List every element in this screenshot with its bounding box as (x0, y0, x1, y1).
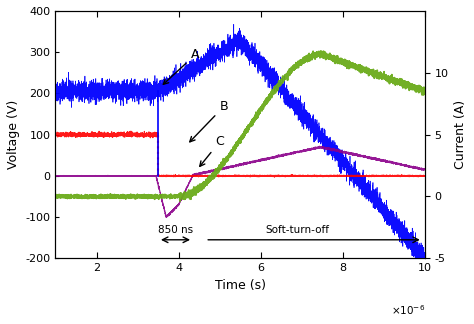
Y-axis label: Current (A): Current (A) (454, 100, 467, 169)
Text: $\times10^{-6}$: $\times10^{-6}$ (391, 303, 425, 317)
Text: Soft-turn-off: Soft-turn-off (265, 225, 329, 235)
X-axis label: Time (s): Time (s) (215, 279, 265, 292)
Text: 850 ns: 850 ns (158, 225, 193, 235)
Y-axis label: Voltage (V): Voltage (V) (7, 100, 20, 169)
Text: A: A (164, 48, 200, 84)
Text: C: C (200, 135, 224, 166)
Text: B: B (190, 100, 228, 142)
